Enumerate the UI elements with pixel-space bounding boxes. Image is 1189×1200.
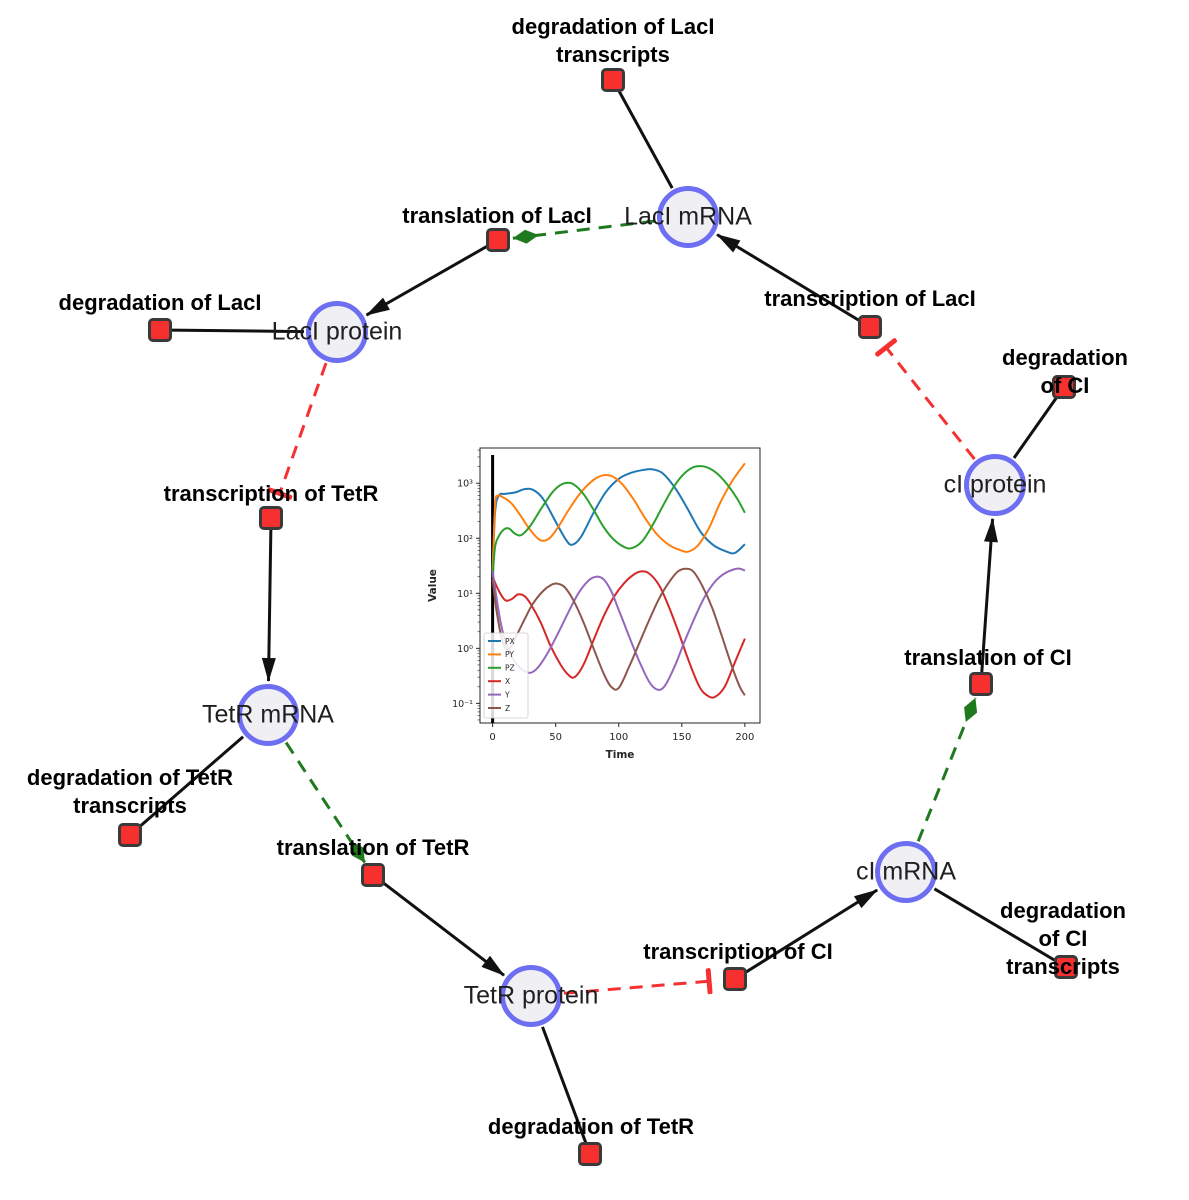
edge-modifier-laci_mrna--transl_laci — [512, 219, 656, 244]
chart-y-tick-label: 10² — [457, 534, 473, 545]
edge-inhibition-tetr_protein--txn_ci — [563, 981, 709, 995]
edge-production-transl_tetr--tetr_protein — [373, 875, 505, 977]
reaction-node-deg_laci_tx[interactable] — [601, 68, 625, 92]
chart-x-tick-label: 0 — [489, 732, 495, 743]
chart-y-tick-label: 10⁰ — [457, 644, 473, 655]
chart-ylabel: Value — [427, 569, 439, 602]
reaction-node-deg_laci[interactable] — [148, 318, 172, 342]
chart-x-tick-label: 150 — [672, 732, 691, 743]
edge-production-txn_ci--ci_mrna — [735, 888, 879, 980]
chart-legend-label-PZ: PZ — [505, 664, 515, 673]
reaction-node-deg_tetr_tx[interactable] — [118, 823, 142, 847]
reaction-node-txn_tetr[interactable] — [259, 506, 283, 530]
reaction-node-transl_tetr[interactable] — [361, 863, 385, 887]
chart-y-tick-label: 10⁻¹ — [452, 699, 473, 710]
chart-legend-label-Z: Z — [505, 704, 510, 713]
reaction-node-deg_ci[interactable] — [1052, 375, 1076, 399]
edge-consumption-laci_protein--deg_laci — [159, 328, 305, 334]
chart-series-Z — [491, 567, 746, 696]
edge-consumption-tetr_protein--deg_tetr — [541, 1026, 592, 1155]
species-node-tetr_protein[interactable] — [500, 965, 562, 1027]
time-course-chart: 0 50 100 150 200 10⁻¹ 10⁰ 10¹ 10² 10³ Time Value PX P… — [427, 447, 761, 761]
reaction-node-transl_laci[interactable] — [486, 228, 510, 252]
chart-xlabel: Time — [606, 749, 635, 761]
reaction-label-deg_ci_tx: degradation of CI transcripts — [1000, 898, 1126, 980]
chart-legend-label-X: X — [505, 677, 510, 686]
species-node-ci_mrna[interactable] — [875, 841, 937, 903]
reaction-node-txn_laci[interactable] — [858, 315, 882, 339]
edge-production-txn_laci--laci_mrna — [716, 233, 870, 328]
edge-consumption-laci_mrna--deg_laci_tx — [611, 79, 674, 189]
reaction-label-txn_laci: transcription of LacI — [764, 286, 976, 311]
species-node-ci_protein[interactable] — [964, 454, 1026, 516]
species-label-tetr_mrna: TetR mRNA — [202, 700, 334, 729]
time-course-inset: 0 50 100 150 200 10⁻¹ 10⁰ 10¹ 10² 10³ Time Value PX P… — [424, 428, 782, 774]
chart-series-PY — [491, 462, 746, 572]
edge-inhibition-laci_protein--txn_tetr — [280, 362, 328, 493]
edge-production-transl_laci--laci_protein — [365, 239, 498, 317]
reaction-node-deg_tetr[interactable] — [578, 1142, 602, 1166]
chart-y-tick-label: 10³ — [457, 479, 473, 490]
species-node-laci_protein[interactable] — [306, 301, 368, 363]
chart-x-tick-label: 50 — [549, 732, 562, 743]
reaction-label-txn_ci: transcription of CI — [643, 939, 833, 964]
species-label-ci_protein: cI protein — [943, 470, 1047, 499]
chart-legend-label-Y: Y — [504, 690, 510, 699]
reaction-label-deg_tetr: degradation of TetR — [487, 1114, 695, 1139]
reaction-label-deg_laci: degradation of LacI — [58, 290, 262, 315]
reaction-label-transl_tetr: translation of TetR — [276, 835, 470, 860]
reaction-label-deg_ci: degradation of CI — [1002, 345, 1128, 399]
species-label-tetr_protein: TetR protein — [463, 981, 599, 1010]
chart-x-tick-label: 100 — [609, 732, 628, 743]
species-label-ci_mrna: cI mRNA — [856, 857, 956, 886]
edge-production-transl_ci--ci_protein — [979, 517, 998, 683]
chart-x-tick-label: 200 — [735, 732, 754, 743]
reaction-node-transl_ci[interactable] — [969, 672, 993, 696]
reaction-label-deg_tetr_tx: degradation of TetR transcripts — [26, 765, 234, 819]
chart-series-PZ — [491, 465, 746, 577]
reaction-label-deg_laci_tx: degradation of LacI transcripts — [511, 14, 715, 68]
chart-series-Y — [491, 567, 746, 691]
edge-production-txn_tetr--tetr_mrna — [261, 519, 276, 682]
reaction-label-transl_laci: translation of LacI — [402, 203, 592, 228]
chart-series-PX — [491, 468, 746, 572]
reaction-label-transl_ci: translation of CI — [904, 645, 1072, 670]
reaction-node-deg_ci_tx[interactable] — [1054, 955, 1078, 979]
edge-modifier-tetr_mrna--transl_tetr — [284, 741, 367, 864]
reaction-label-txn_tetr: transcription of TetR — [163, 481, 379, 506]
reaction-node-txn_ci[interactable] — [723, 967, 747, 991]
chart-legend-label-PX: PX — [505, 637, 515, 646]
species-node-tetr_mrna[interactable] — [237, 684, 299, 746]
edge-inhibition-ci_protein--txn_laci — [886, 347, 976, 461]
chart-y-tick-label: 10¹ — [457, 589, 473, 600]
edge-consumption-tetr_mrna--deg_tetr_tx — [129, 735, 245, 837]
chart-legend-label-PY: PY — [505, 650, 514, 659]
chart-axes-frame — [479, 447, 761, 724]
chart-series-X — [491, 570, 746, 699]
species-node-laci_mrna[interactable] — [657, 186, 719, 248]
edge-consumption-ci_mrna--deg_ci_tx — [933, 887, 1067, 969]
edge-modifier-ci_mrna--transl_ci — [916, 697, 978, 842]
species-label-laci_protein: LacI protein — [271, 317, 403, 346]
species-label-laci_mrna: LacI mRNA — [624, 202, 752, 231]
